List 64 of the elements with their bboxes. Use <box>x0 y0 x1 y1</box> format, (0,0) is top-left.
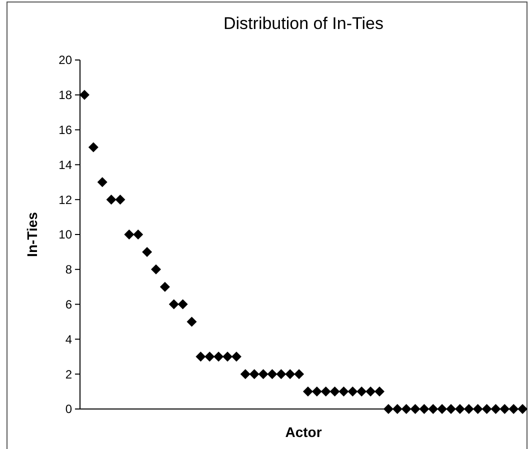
point <box>472 404 483 414</box>
chart-title: Distribution of In-Ties <box>224 14 384 33</box>
point <box>330 386 340 397</box>
point <box>249 369 260 380</box>
point <box>88 142 98 152</box>
y-tick-label: 16 <box>58 123 72 137</box>
y-tick-label: 2 <box>65 367 72 382</box>
point <box>464 404 474 414</box>
point <box>500 404 510 414</box>
point <box>419 404 430 414</box>
point <box>240 369 250 380</box>
point <box>178 299 188 310</box>
y-tick-label: 14 <box>58 158 72 172</box>
point <box>428 404 438 414</box>
point <box>150 264 161 274</box>
point <box>392 404 402 414</box>
point <box>508 404 519 414</box>
y-tick-label: 10 <box>58 228 72 242</box>
point <box>231 352 242 362</box>
point <box>115 194 126 205</box>
point <box>196 352 206 362</box>
point <box>302 386 313 397</box>
point <box>267 369 278 380</box>
y-tick-label: 20 <box>58 53 72 68</box>
y-axis-title: In-Ties <box>24 212 40 257</box>
point <box>133 230 144 240</box>
point <box>258 369 268 380</box>
point <box>454 404 465 414</box>
point <box>312 386 322 397</box>
point <box>482 404 492 414</box>
point <box>374 386 384 397</box>
point <box>366 386 376 397</box>
point <box>186 316 197 327</box>
y-tick-label: 18 <box>58 88 72 102</box>
point <box>356 386 367 397</box>
point <box>214 352 224 362</box>
point <box>348 386 358 397</box>
y-tick-label: 12 <box>58 192 72 207</box>
point <box>160 282 170 292</box>
point <box>410 404 420 414</box>
point <box>383 404 394 414</box>
point <box>437 404 448 414</box>
y-tick-label: 0 <box>65 402 72 416</box>
point <box>106 194 116 205</box>
point <box>124 230 134 240</box>
point <box>294 369 304 380</box>
y-tick-label: 6 <box>65 298 72 312</box>
point <box>168 299 179 310</box>
point <box>446 404 456 414</box>
point <box>97 177 108 188</box>
point <box>401 404 412 414</box>
point <box>490 404 501 414</box>
x-axis-title: Actor <box>285 424 322 440</box>
y-tick-label: 4 <box>65 332 72 346</box>
point <box>285 369 296 380</box>
point <box>320 386 331 397</box>
point <box>338 386 349 397</box>
y-tick-label: 8 <box>65 262 72 277</box>
point <box>142 246 152 257</box>
point <box>276 369 286 380</box>
point <box>518 404 528 414</box>
point <box>79 90 90 100</box>
point <box>222 352 233 362</box>
point <box>204 352 215 362</box>
